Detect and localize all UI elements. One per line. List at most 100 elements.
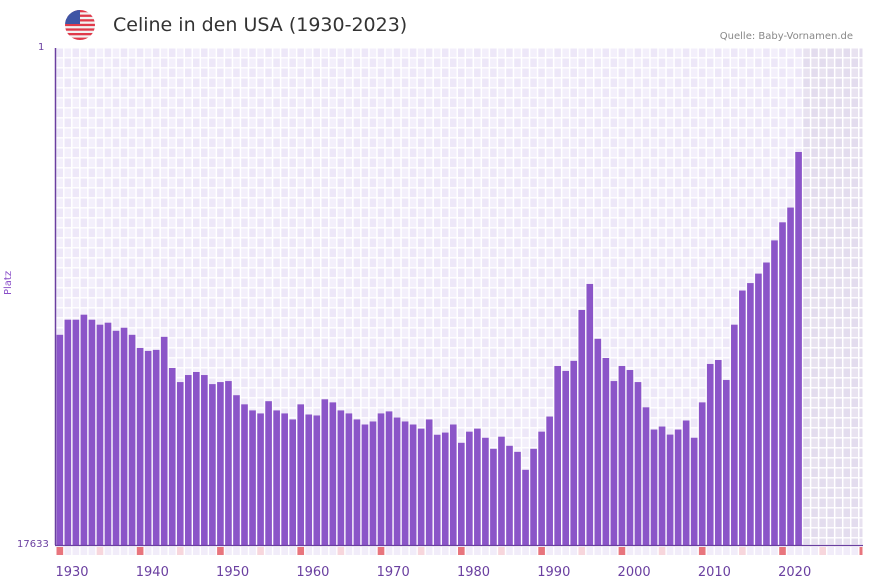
grid-cell: [168, 188, 176, 198]
grid-cell: [835, 468, 842, 478]
grid-cell: [209, 268, 216, 278]
grid-cell: [706, 358, 714, 368]
grid-cell: [819, 478, 826, 488]
grid-cell: [64, 118, 72, 128]
grid-cell: [530, 198, 537, 208]
grid-cell: [305, 268, 312, 278]
grid-cell: [706, 178, 714, 188]
grid-cell: [297, 218, 304, 228]
grid-cell: [458, 228, 465, 238]
grid-cell: [466, 388, 473, 398]
grid-cell: [449, 208, 457, 218]
grid-cell: [731, 268, 738, 278]
grid-cell: [466, 378, 473, 388]
grid-cell: [168, 308, 176, 318]
grid-cell: [506, 168, 513, 178]
grid-cell: [313, 408, 320, 418]
grid-cell: [168, 238, 176, 248]
grid-cell: [88, 58, 96, 68]
grid-cell: [209, 258, 216, 268]
grid-cell: [570, 328, 577, 338]
grid-cell: [193, 288, 200, 298]
grid-cell: [819, 248, 826, 258]
grid-cell: [618, 328, 626, 338]
grid-cell: [305, 148, 312, 158]
grid-cell: [393, 188, 401, 198]
grid-cell: [747, 208, 754, 218]
grid-cell: [120, 108, 128, 118]
grid-cell: [160, 48, 168, 58]
grid-cell: [731, 218, 738, 228]
grid-cell: [634, 188, 642, 198]
grid-cell: [289, 278, 296, 288]
grid-cell: [217, 318, 224, 328]
grid-cell: [176, 258, 184, 268]
grid-cell: [152, 278, 160, 288]
grid-cell: [658, 128, 666, 138]
grid-cell: [64, 88, 72, 98]
grid-cell: [104, 128, 112, 138]
grid-cell: [562, 298, 569, 308]
grid-cell: [490, 398, 497, 408]
grid-cell: [514, 378, 521, 388]
grid-cell: [771, 168, 778, 178]
grid-cell: [626, 48, 634, 58]
grid-cell: [514, 338, 521, 348]
grid-cell: [393, 148, 401, 158]
grid-cell: [731, 178, 738, 188]
grid-cell: [835, 138, 842, 148]
grid-cell: [506, 358, 513, 368]
grid-cell: [731, 98, 738, 108]
grid-cell: [602, 128, 610, 138]
grid-cell: [168, 278, 176, 288]
grid-cell: [578, 168, 585, 178]
grid-cell: [401, 78, 409, 88]
grid-cell: [337, 118, 345, 128]
grid-cell: [835, 188, 842, 198]
grid-cell: [56, 318, 64, 328]
grid-cell: [225, 318, 232, 328]
grid-cell: [819, 328, 826, 338]
grid-cell: [88, 168, 96, 178]
grid-cell: [225, 298, 232, 308]
grid-cell: [289, 248, 296, 258]
grid-cell: [698, 198, 706, 208]
grid-cell: [458, 88, 465, 98]
grid-cell: [249, 248, 256, 258]
grid-cell: [56, 178, 64, 188]
grid-cell: [690, 268, 698, 278]
grid-cell: [474, 358, 481, 368]
grid-cell: [714, 238, 722, 248]
grid-cell: [731, 118, 738, 128]
grid-cell: [819, 508, 826, 518]
grid-cell: [618, 208, 626, 218]
grid-cell: [241, 278, 248, 288]
grid-cell: [610, 208, 618, 218]
grid-cell: [257, 278, 264, 288]
grid-cell: [698, 78, 706, 88]
grid-cell: [369, 408, 377, 418]
grid-cell: [618, 298, 626, 308]
grid-cell: [506, 238, 513, 248]
grid-cell: [722, 168, 730, 178]
grid-cell: [361, 258, 369, 268]
grid-cell: [313, 68, 320, 78]
grid-cell: [506, 208, 513, 218]
grid-cell: [144, 168, 152, 178]
grid-cell: [104, 238, 112, 248]
grid-cell: [184, 98, 192, 108]
grid-cell: [385, 398, 393, 408]
grid-cell: [538, 208, 545, 218]
grid-cell: [329, 178, 337, 188]
grid-cell: [490, 258, 497, 268]
grid-cell: [562, 288, 569, 298]
grid-cell: [377, 308, 385, 318]
grid-cell: [193, 238, 200, 248]
grid-cell: [658, 268, 666, 278]
grid-cell: [273, 148, 280, 158]
grid-cell: [650, 68, 658, 78]
grid-cell: [562, 118, 569, 128]
grid-cell: [209, 98, 216, 108]
grid-cell: [658, 248, 666, 258]
grid-cell: [104, 248, 112, 258]
